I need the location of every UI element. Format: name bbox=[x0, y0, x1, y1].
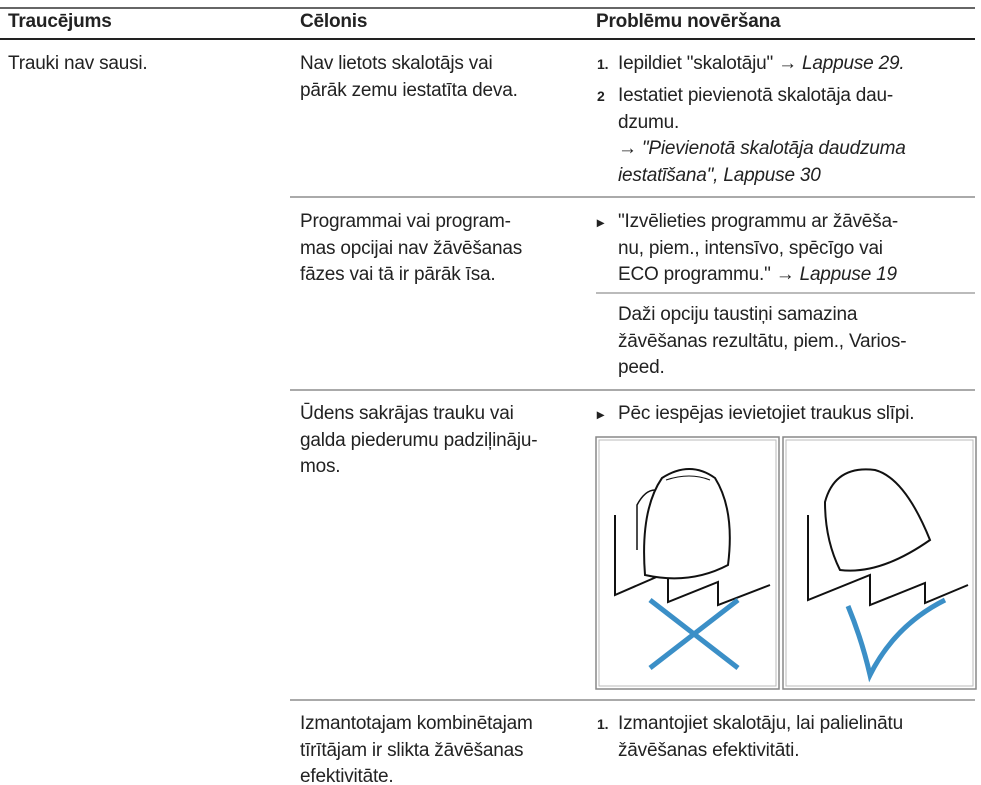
step-line: nu, piem., intensīvo, spēcīgo vai bbox=[618, 237, 883, 259]
cause-line: mos. bbox=[300, 456, 341, 477]
cause-line: Programmai vai program- bbox=[300, 211, 511, 232]
cause-line: Ūdens sakrājas trauku vai bbox=[300, 403, 514, 424]
cause-line: galda piederumu padziļināju- bbox=[300, 429, 538, 451]
cause-line: Nav lietots skalotājs vai bbox=[300, 53, 493, 74]
note-line: peed. bbox=[618, 357, 665, 378]
step-text: → bbox=[618, 138, 642, 159]
step-line: žāvēšanas efektivitāti. bbox=[618, 739, 800, 761]
step-line: iestatīšana", Lappuse 30 bbox=[618, 164, 821, 188]
header-cell: Cēlonis bbox=[300, 11, 368, 32]
step-line: ECO programmu." → Lappuse 19 bbox=[618, 263, 897, 287]
step-marker: 1. bbox=[597, 56, 609, 72]
step-marker: ▸ bbox=[597, 406, 604, 422]
step-text: ECO programmu." → bbox=[618, 264, 800, 285]
step-line: Izmantojiet skalotāju, lai palielinātu bbox=[618, 713, 903, 734]
step-line: Pēc iespējas ievietojiet traukus slīpi. bbox=[618, 403, 915, 424]
step-line: dzumu. bbox=[618, 111, 680, 133]
header-cell: Problēmu novēršana bbox=[596, 11, 781, 32]
step-line: Iestatiet pievienotā skalotāja dau- bbox=[618, 85, 894, 106]
step-marker: 2 bbox=[597, 88, 605, 104]
cause-line: tīrītājam ir slikta žāvēšanas bbox=[300, 739, 524, 761]
cause-line: mas opcijai nav žāvēšanas bbox=[300, 237, 523, 259]
cause-line: fāzes vai tā ir pārāk īsa. bbox=[300, 264, 496, 285]
step-line: → "Pievienotā skalotāja daudzuma bbox=[618, 137, 906, 161]
problem: Trauki nav sausi. bbox=[8, 53, 148, 74]
page-reference: Lappuse 29. bbox=[802, 53, 905, 74]
page-reference: iestatīšana", Lappuse 30 bbox=[618, 164, 821, 186]
header-cell: Traucējums bbox=[8, 11, 112, 32]
step-text: Iepildiet "skalotāju" → bbox=[618, 53, 803, 74]
page-reference: "Pievienotā skalotāja daudzuma bbox=[641, 138, 906, 159]
step-line: "Izvēlieties programmu ar žāvēša- bbox=[618, 211, 898, 232]
cause-line: efektivitāte. bbox=[300, 766, 394, 785]
note-line: žāvēšanas rezultātu, piem., Varios- bbox=[618, 330, 907, 352]
cause-line: pārāk zemu iestatīta deva. bbox=[300, 79, 518, 101]
page-reference: Lappuse 19 bbox=[799, 264, 898, 285]
step-marker: ▸ bbox=[597, 214, 604, 230]
step-line: Iepildiet "skalotāju" → Lappuse 29. bbox=[618, 52, 905, 76]
step-marker: 1. bbox=[597, 716, 609, 732]
figure-right bbox=[782, 436, 977, 690]
note-line: Daži opciju taustiņi samazina bbox=[618, 304, 858, 325]
figure-wrong bbox=[595, 436, 780, 690]
cause-line: Izmantotajam kombinētajam bbox=[300, 713, 533, 734]
